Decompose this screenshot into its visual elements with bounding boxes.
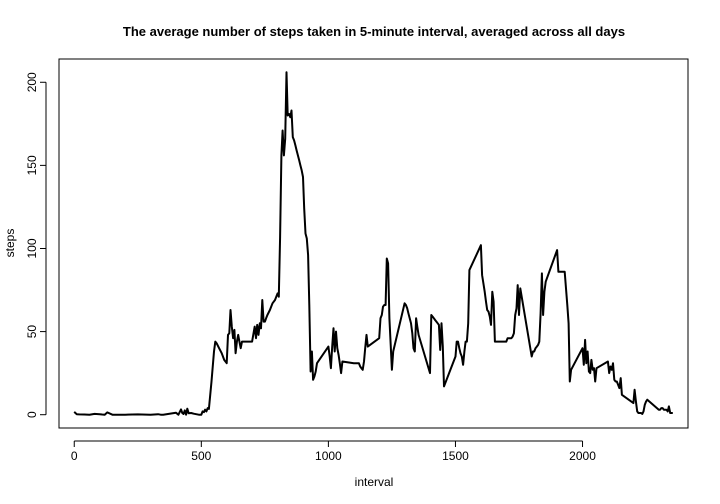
x-tick-label: 1000 xyxy=(315,449,342,463)
y-tick-label: 50 xyxy=(25,325,39,339)
y-tick-label: 100 xyxy=(25,238,39,258)
plot-frame xyxy=(58,58,689,429)
x-tick-label: 2000 xyxy=(569,449,596,463)
chart-title: The average number of steps taken in 5-m… xyxy=(123,24,625,39)
x-tick-label: 500 xyxy=(191,449,211,463)
series-line xyxy=(73,71,673,416)
x-axis-label: interval xyxy=(355,475,394,489)
y-tick-label: 200 xyxy=(25,72,39,92)
y-tick-label: 150 xyxy=(25,155,39,175)
y-axis: 0 50 100 150 200 xyxy=(25,72,47,418)
x-axis: 0 500 1000 1500 2000 xyxy=(71,440,596,463)
x-tick-label: 0 xyxy=(71,449,78,463)
y-tick-label: 0 xyxy=(25,411,39,418)
x-tick-label: 1500 xyxy=(442,449,469,463)
y-axis-label: steps xyxy=(3,229,17,258)
